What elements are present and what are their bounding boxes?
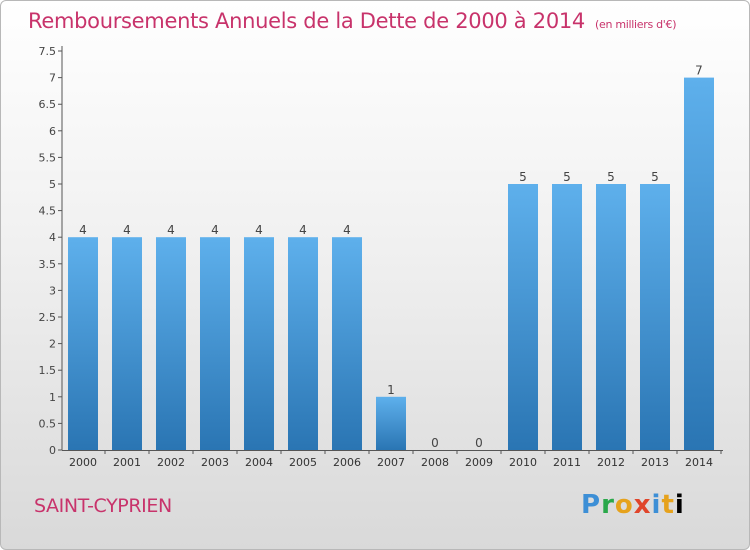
bar [508,184,538,450]
y-tick-label: 5.5 [39,151,57,164]
logo-letter: o [614,490,634,520]
x-tick-label: 2013 [641,456,669,469]
bar-value-label: 5 [563,170,571,184]
y-tick-label: 7.5 [39,45,57,58]
bar-value-label: 4 [167,223,175,237]
bar [68,237,98,450]
proxiti-logo: Proxiti [581,490,685,520]
bar-value-label: 4 [123,223,131,237]
bar [376,396,406,450]
x-tick-label: 2001 [113,456,141,469]
x-tick-label: 2011 [553,456,581,469]
y-tick-label: 4 [49,231,56,244]
x-tick-label: 2006 [333,456,361,469]
y-tick-label: 1.5 [39,364,57,377]
logo-letter: i [651,490,662,520]
commune-name: SAINT-CYPRIEN [34,495,172,517]
x-tick-label: 2014 [685,456,713,469]
x-tick-label: 2004 [245,456,273,469]
y-tick-label: 7 [49,72,56,85]
logo-letter: r [601,490,615,520]
y-tick-label: 0 [49,444,56,457]
bar-value-label: 4 [299,223,307,237]
x-tick-label: 2005 [289,456,317,469]
chart-title: Remboursements Annuels de la Dette de 20… [28,9,676,33]
y-tick-label: 6.5 [39,98,57,111]
bar [332,237,362,450]
bar-value-label: 4 [79,223,87,237]
bar [200,237,230,450]
logo-letter: i [674,490,685,520]
x-tick-label: 2007 [377,456,405,469]
chart-title-text: Remboursements Annuels de la Dette de 20… [28,9,585,33]
bar-value-label: 5 [519,170,527,184]
bar [684,77,714,450]
bar [552,184,582,450]
bar-value-label: 7 [695,64,703,78]
y-tick-label: 0.5 [39,417,57,430]
bar [596,184,626,450]
bar-value-label: 5 [651,170,659,184]
x-tick-label: 2012 [597,456,625,469]
y-tick-label: 6 [49,125,56,138]
x-tick-label: 2003 [201,456,229,469]
bar-value-label: 1 [387,383,395,397]
bar-value-label: 5 [607,170,615,184]
bar [288,237,318,450]
bar-value-label: 4 [343,223,351,237]
y-tick-label: 4.5 [39,205,57,218]
bar-value-label: 0 [431,436,439,450]
bar-value-label: 0 [475,436,483,450]
chart-unit: (en milliers d'€) [595,18,677,31]
logo-letter: t [661,490,675,520]
x-tick-label: 2000 [69,456,97,469]
bar [244,237,274,450]
y-tick-label: 3 [49,284,56,297]
x-tick-label: 2010 [509,456,537,469]
bar [640,184,670,450]
y-tick-label: 5 [49,178,56,191]
logo-letter: x [633,490,652,520]
logo-letter: P [581,490,602,520]
bar-value-label: 4 [211,223,219,237]
y-tick-label: 2.5 [39,311,57,324]
y-tick-label: 3.5 [39,258,57,271]
bar [112,237,142,450]
bar [156,237,186,450]
x-tick-label: 2008 [421,456,449,469]
bar-value-label: 4 [255,223,263,237]
y-tick-label: 1 [49,391,56,404]
x-tick-label: 2009 [465,456,493,469]
y-tick-label: 2 [49,338,56,351]
x-tick-label: 2002 [157,456,185,469]
